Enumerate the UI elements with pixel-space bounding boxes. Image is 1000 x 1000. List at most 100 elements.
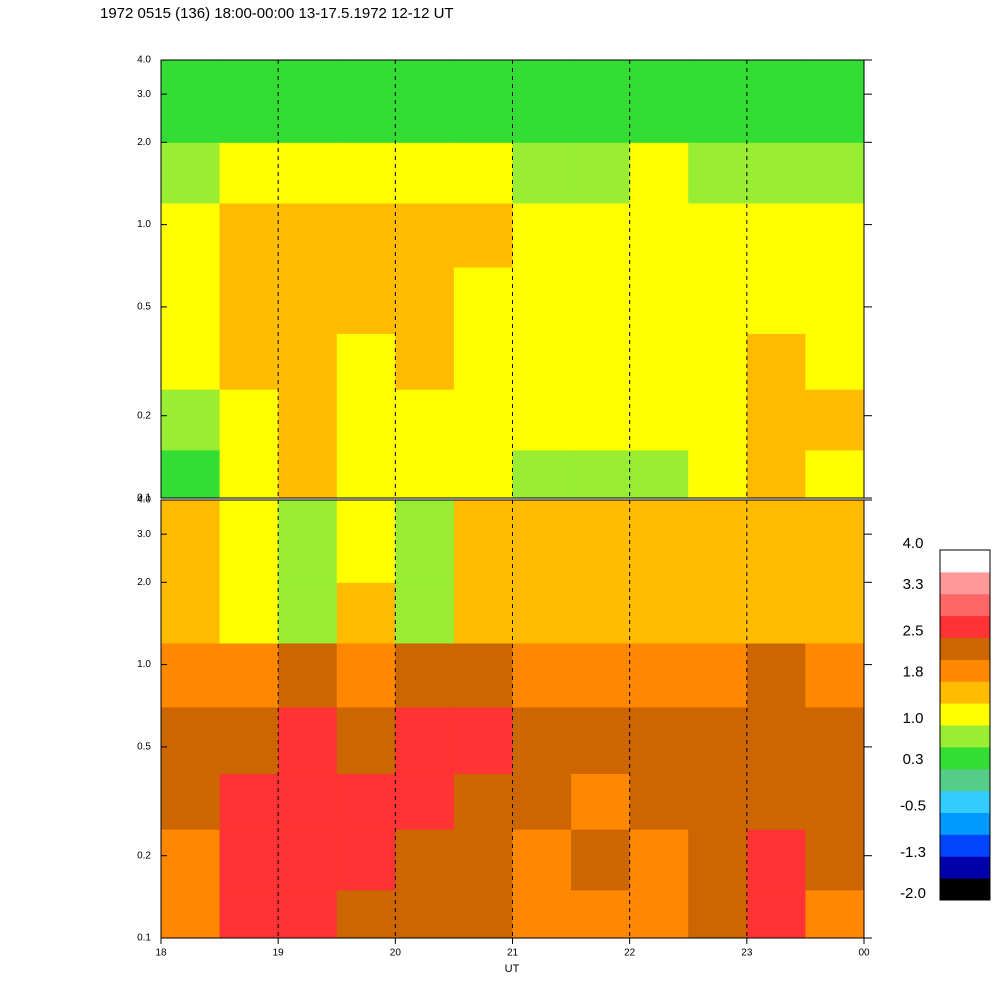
y-tick-label: 3.0	[137, 529, 151, 540]
heatmap-cell	[746, 60, 806, 143]
heatmap-cell	[278, 642, 338, 708]
heatmap-cell	[219, 266, 279, 334]
heatmap-cell	[688, 500, 748, 583]
heatmap-cell	[688, 389, 748, 451]
heatmap-cell	[161, 266, 221, 334]
heatmap-cell	[219, 829, 279, 891]
heatmap-cell	[688, 449, 748, 499]
colorbar-label: 2.5	[903, 622, 924, 639]
heatmap-cell	[278, 60, 338, 143]
heatmap-cell	[629, 582, 689, 644]
heatmap-cell	[219, 889, 279, 939]
y-tick-label: 0.1	[137, 933, 151, 944]
heatmap-cell	[336, 773, 396, 830]
heatmap-cell	[453, 266, 513, 334]
y-tick-label: 1.0	[137, 659, 151, 670]
colorbar-band	[940, 856, 990, 879]
heatmap-cell	[805, 773, 865, 830]
heatmap-cell	[395, 389, 455, 451]
heatmap-cell	[219, 389, 279, 451]
heatmap-cell	[746, 889, 806, 939]
heatmap-cell	[688, 773, 748, 830]
heatmap-cell	[453, 333, 513, 390]
heatmap-cell	[336, 889, 396, 939]
heatmap-cell	[395, 202, 455, 268]
heatmap-cell	[512, 142, 572, 204]
colorbar-band	[940, 768, 990, 792]
heatmap-cell	[512, 773, 572, 830]
heatmap-cell	[161, 500, 221, 583]
heatmap-cell	[395, 333, 455, 390]
heatmap-cell	[688, 202, 748, 268]
heatmap-cell	[219, 333, 279, 390]
heatmap-cell	[746, 333, 806, 390]
y-tick-label: 0.1	[137, 493, 151, 504]
heatmap-cell	[278, 500, 338, 583]
heatmap-cell	[805, 266, 865, 334]
heatmap-cell	[219, 582, 279, 644]
colorbar-band	[940, 812, 990, 835]
heatmap-cell	[278, 389, 338, 451]
heatmap-cell	[805, 642, 865, 708]
heatmap-cell	[571, 642, 631, 708]
x-tick-label: 23	[741, 948, 753, 959]
heatmap-cell	[453, 500, 513, 583]
heatmap-cell	[453, 202, 513, 268]
heatmap-cell	[571, 889, 631, 939]
heatmap-cell	[746, 582, 806, 644]
heatmap-cell	[161, 706, 221, 774]
heatmap-cell	[395, 500, 455, 583]
heatmap-cell	[746, 266, 806, 334]
colorbar-band	[940, 615, 990, 638]
heatmap-cell	[512, 706, 572, 774]
heatmap-cell	[336, 266, 396, 334]
heatmap-cell	[161, 333, 221, 390]
y-tick-label: 4.0	[137, 55, 151, 66]
y-tick-label: 2.0	[137, 137, 151, 148]
heatmap-cell	[746, 142, 806, 204]
heatmap-cell	[161, 389, 221, 451]
colorbar-label: 0.3	[903, 751, 924, 768]
heatmap-cell	[453, 642, 513, 708]
heatmap-cell	[512, 266, 572, 334]
heatmap-cell	[688, 142, 748, 204]
heatmap-cell	[746, 706, 806, 774]
heatmap-cell	[512, 202, 572, 268]
heatmap-cell	[512, 829, 572, 891]
heatmap-cell	[278, 142, 338, 204]
x-axis-label: UT	[505, 963, 520, 975]
heatmap-cell	[629, 829, 689, 891]
colorbar-label: -2.0	[900, 885, 926, 902]
colorbar-frame	[939, 549, 991, 901]
colorbar-label: 1.8	[903, 663, 924, 680]
heatmap-cell	[161, 582, 221, 644]
x-tick-label: 00	[858, 948, 870, 959]
y-tick-label: 4.0	[137, 495, 151, 506]
heatmap-cell	[395, 889, 455, 939]
heatmap-cell	[805, 142, 865, 204]
heatmap-cell	[746, 642, 806, 708]
x-tick-label: 22	[624, 948, 636, 959]
colorbar-band	[940, 746, 990, 770]
heatmap-cell	[746, 449, 806, 499]
colorbar-label: -1.3	[900, 844, 926, 861]
heatmap-cell	[805, 202, 865, 268]
heatmap-cell	[161, 449, 221, 499]
heatmap-cell	[395, 706, 455, 774]
heatmap-cell	[453, 706, 513, 774]
heatmap-cell	[336, 706, 396, 774]
heatmap-cell	[629, 266, 689, 334]
heatmap-cell	[571, 500, 631, 583]
heatmap-cell	[453, 889, 513, 939]
heatmap-cell	[688, 60, 748, 143]
colorbar-band	[940, 878, 990, 901]
y-tick-label: 0.2	[137, 410, 151, 421]
x-tick-label: 21	[507, 948, 519, 959]
heatmap-cell	[278, 706, 338, 774]
heatmap-cell	[571, 706, 631, 774]
heatmap-cell	[571, 829, 631, 891]
heatmap-cell	[336, 389, 396, 451]
heatmap-cell	[571, 202, 631, 268]
heatmap-cell	[629, 333, 689, 390]
